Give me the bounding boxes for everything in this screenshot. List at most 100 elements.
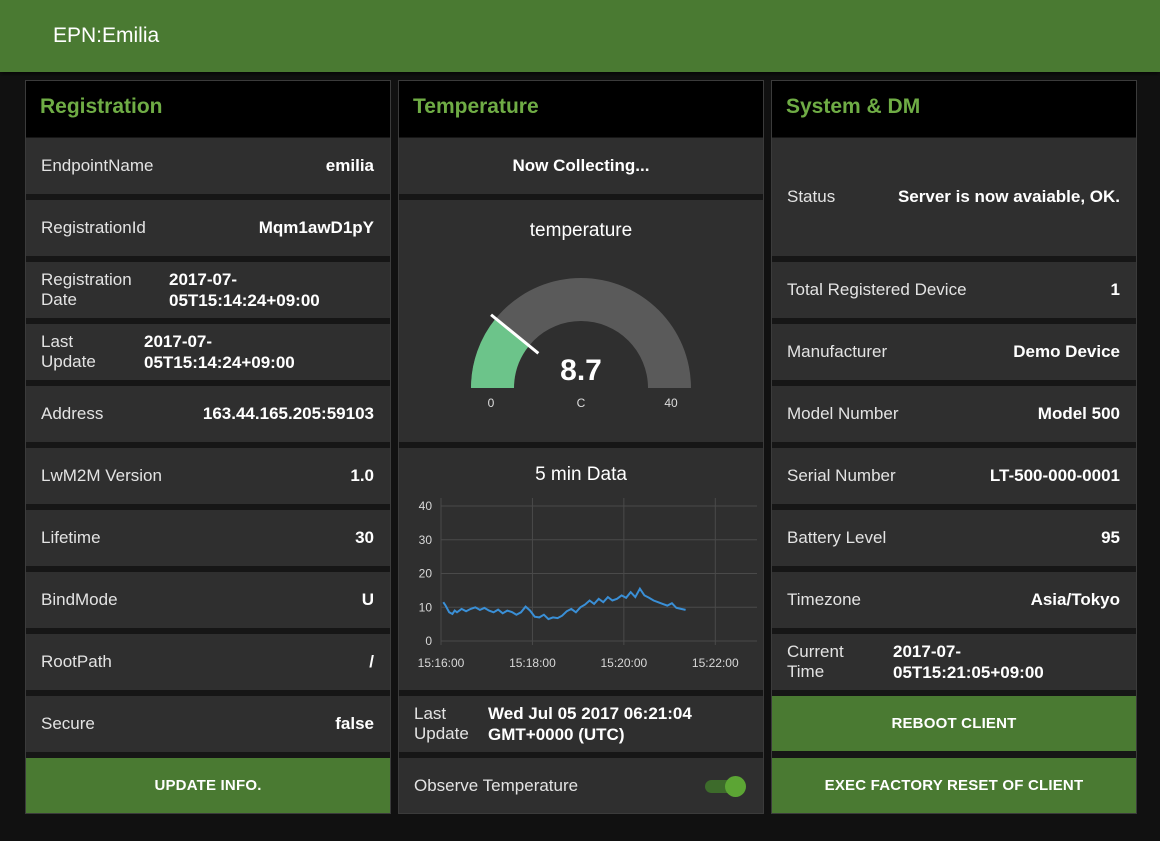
chart-y-tick-label: 30 <box>419 533 433 547</box>
model-number-value: Model 500 <box>1037 404 1120 423</box>
status-label: Status <box>787 187 836 206</box>
registration-id-value: Mqm1awD1pY <box>258 218 374 237</box>
system-panel: System & DM Status Server is now avaiabl… <box>771 80 1137 814</box>
address-label: Address <box>41 404 104 423</box>
last-update-label-line1: Last <box>41 332 74 351</box>
root-path-label: RootPath <box>41 652 112 671</box>
chart-y-tick-label: 0 <box>425 634 432 648</box>
collecting-status-row: Now Collecting... <box>399 138 763 194</box>
current-time-label: Current Time <box>787 642 887 682</box>
battery-level-value: 95 <box>1101 528 1120 547</box>
gauge-card: temperature 8.7 0 C 40 <box>399 200 763 442</box>
registration-date-value-line2: 05T15:14:24+09:00 <box>169 291 320 310</box>
observe-temperature-toggle[interactable] <box>705 775 746 797</box>
registration-date-label: Registration Date <box>41 270 141 310</box>
bind-mode-value: U <box>361 590 374 609</box>
last-update-value: 2017-07- 05T15:14:24+09:00 <box>144 331 295 373</box>
registration-date-value: 2017-07- 05T15:14:24+09:00 <box>169 269 320 311</box>
current-time-label-line2: Time <box>787 662 825 681</box>
last-update-value-line1: 2017-07- <box>144 332 213 351</box>
current-time-value-line2: 05T15:21:05+09:00 <box>893 663 1044 682</box>
gauge-track <box>471 278 691 388</box>
lwm2m-version-label: LwM2M Version <box>41 466 162 485</box>
manufacturer-row: Manufacturer Demo Device <box>772 324 1136 380</box>
bind-mode-label: BindMode <box>41 590 118 609</box>
chart-y-tick-label: 10 <box>419 600 433 614</box>
manufacturer-label: Manufacturer <box>787 342 888 361</box>
temp-last-update-value: Wed Jul 05 2017 06:21:04 GMT+0000 (UTC) <box>488 703 692 745</box>
top-bar: EPN:Emilia <box>0 0 1160 72</box>
timezone-row: Timezone Asia/Tokyo <box>772 572 1136 628</box>
chart-series-line <box>442 586 686 621</box>
battery-level-label: Battery Level <box>787 528 887 547</box>
temp-last-update-label-line1: Last <box>414 704 447 723</box>
factory-reset-button[interactable]: EXEC FACTORY RESET OF CLIENT <box>772 758 1136 813</box>
root-path-value: / <box>369 652 374 671</box>
registration-date-label-line2: Date <box>41 290 77 309</box>
chart-x-tick-label: 15:20:00 <box>600 656 647 670</box>
current-time-row: Current Time 2017-07- 05T15:21:05+09:00 <box>772 634 1136 690</box>
last-update-label-line2: Update <box>41 352 96 371</box>
lifetime-label: Lifetime <box>41 528 101 547</box>
chart-card: 5 min Data 40 30 20 10 0 15:16:00 15:18:00 15:2… <box>399 448 763 690</box>
endpoint-name-label: EndpointName <box>41 156 154 175</box>
current-time-value-line1: 2017-07- <box>893 642 962 661</box>
toggle-knob <box>725 775 746 797</box>
total-registered-label: Total Registered Device <box>787 280 967 299</box>
temp-last-update-value-line1: Wed Jul 05 2017 06:21:04 <box>488 704 692 723</box>
serial-number-label: Serial Number <box>787 466 896 485</box>
registration-date-row: Registration Date 2017-07- 05T15:14:24+0… <box>26 262 390 318</box>
model-number-row: Model Number Model 500 <box>772 386 1136 442</box>
last-update-value-line2: 05T15:14:24+09:00 <box>144 353 295 372</box>
last-update-row: Last Update 2017-07- 05T15:14:24+09:00 <box>26 324 390 380</box>
lwm2m-version-value: 1.0 <box>350 466 374 485</box>
temperature-gauge: 8.7 0 C 40 <box>471 278 691 410</box>
lwm2m-version-row: LwM2M Version 1.0 <box>26 448 390 504</box>
observe-temperature-row: Observe Temperature <box>399 758 763 813</box>
secure-label: Secure <box>41 714 95 733</box>
model-number-label: Model Number <box>787 404 899 423</box>
lifetime-value: 30 <box>355 528 374 547</box>
timezone-label: Timezone <box>787 590 862 609</box>
endpoint-name-row: EndpointName emilia <box>26 138 390 194</box>
secure-row: Secure false <box>26 696 390 752</box>
collecting-status: Now Collecting... <box>512 156 650 175</box>
gauge-title: temperature <box>529 220 633 241</box>
registration-date-value-line1: 2017-07- <box>169 270 238 289</box>
current-time-value: 2017-07- 05T15:21:05+09:00 <box>893 641 1044 683</box>
chart-x-tick-label: 15:18:00 <box>509 656 556 670</box>
address-row: Address 163.44.165.205:59103 <box>26 386 390 442</box>
chart-title: 5 min Data <box>535 464 627 485</box>
serial-number-value: LT-500-000-0001 <box>989 466 1120 485</box>
gauge-min-label: 0 <box>488 396 495 410</box>
temp-last-update-value-line2: GMT+0000 (UTC) <box>488 725 625 744</box>
timezone-value: Asia/Tokyo <box>1030 590 1120 609</box>
system-title: System & DM <box>772 81 1136 137</box>
battery-level-row: Battery Level 95 <box>772 510 1136 566</box>
chart-y-tick-label: 20 <box>419 567 433 581</box>
gauge-fill <box>471 318 530 388</box>
current-time-label-line1: Current <box>787 642 844 661</box>
temp-last-update-label: Last Update <box>414 704 514 744</box>
status-row: Status Server is now avaiable, OK. <box>772 138 1136 256</box>
registration-date-label-line1: Registration <box>41 270 132 289</box>
registration-title: Registration <box>26 81 390 137</box>
chart-x-tick-label: 15:16:00 <box>418 656 465 670</box>
reboot-client-button[interactable]: REBOOT CLIENT <box>772 696 1136 751</box>
chart-y-tick-label: 40 <box>419 499 433 513</box>
endpoint-name-value: emilia <box>325 156 374 175</box>
registration-panel: Registration EndpointName emilia Registr… <box>25 80 391 814</box>
update-info-button[interactable]: UPDATE INFO. <box>26 758 390 813</box>
status-value: Server is now avaiable, OK. <box>897 187 1120 206</box>
five-min-line-chart: 40 30 20 10 0 15:16:00 15:18:00 15:20:00 15:22:0… <box>418 498 757 670</box>
lifetime-row: Lifetime 30 <box>26 510 390 566</box>
address-value: 163.44.165.205:59103 <box>202 404 374 423</box>
temperature-panel: Temperature Now Collecting... temperatur… <box>398 80 764 814</box>
serial-number-row: Serial Number LT-500-000-0001 <box>772 448 1136 504</box>
temp-last-update-label-line2: Update <box>414 724 469 743</box>
temp-last-update-row: Last Update Wed Jul 05 2017 06:21:04 GMT… <box>399 696 763 752</box>
app-title: EPN:Emilia <box>53 24 160 47</box>
observe-temperature-label: Observe Temperature <box>414 775 579 795</box>
last-update-label: Last Update <box>41 332 141 372</box>
root-path-row: RootPath / <box>26 634 390 690</box>
